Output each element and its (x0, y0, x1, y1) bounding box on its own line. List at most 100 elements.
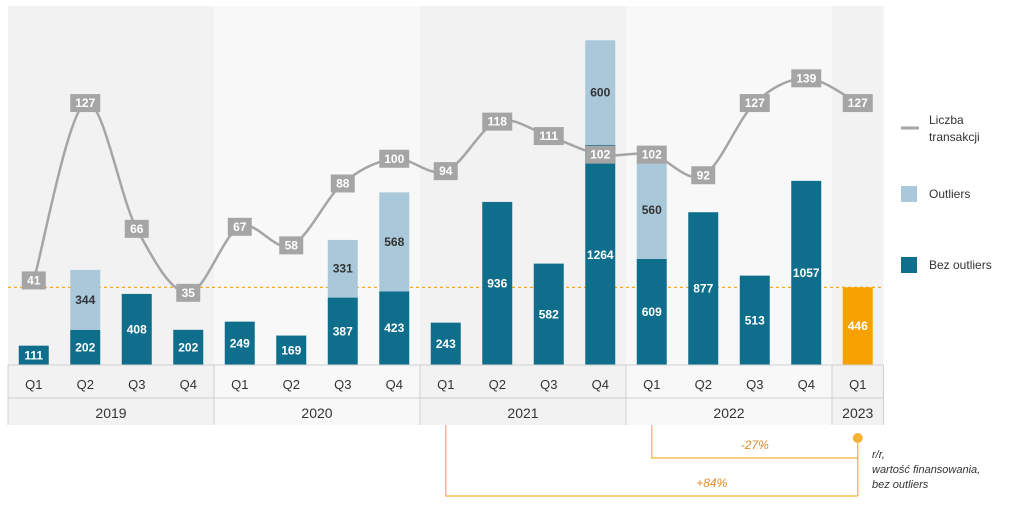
line-point-marker (124, 219, 149, 238)
line-point-label: 67 (233, 220, 247, 234)
line-point-marker (739, 94, 770, 113)
line-point-label: 127 (848, 96, 868, 110)
outlier-value-label: 344 (75, 293, 95, 307)
x-tick-label: Q1 (25, 377, 42, 392)
outlier-value-label: 568 (384, 235, 404, 249)
line-point-label: 41 (27, 273, 41, 287)
outlier-value-label: 560 (642, 203, 662, 217)
bar-bez-outliers (739, 275, 770, 365)
line-point-marker (842, 94, 873, 113)
bar-outliers (327, 239, 358, 298)
bar-bez-outliers (379, 291, 410, 365)
outlier-value-label: 331 (333, 262, 353, 276)
line-point-label: 127 (745, 96, 765, 110)
line-point-marker (791, 69, 822, 88)
bar-value-label: 423 (384, 321, 404, 335)
line-point-marker (70, 94, 101, 113)
line-point-label: 102 (590, 148, 610, 162)
x-tick-label: Q3 (746, 377, 763, 392)
bar-value-label: 1057 (793, 266, 820, 280)
line-point-label: 58 (285, 238, 299, 252)
x-tick-label: Q2 (695, 377, 712, 392)
bar-bez-outliers (636, 258, 667, 365)
bar-value-label: 936 (487, 276, 507, 290)
bars: 111 202 344 408 202 249 169 387 331 423 568 243 936 5… (18, 40, 873, 365)
bar-bez-outliers (276, 335, 307, 365)
legend-label-line: Liczba (929, 113, 964, 127)
line-point-marker (433, 162, 458, 181)
bar-value-label: 202 (75, 340, 95, 354)
x-tick-label: Q3 (334, 377, 351, 392)
annotation-note-line: bez outliers (872, 479, 929, 491)
x-tick-label: Q1 (643, 377, 660, 392)
bar-value-label: 446 (848, 319, 868, 333)
line-point-label: 88 (336, 177, 350, 191)
line-point-marker (585, 145, 616, 164)
yoy-bracket (651, 425, 858, 459)
x-axis: 2019 2020 2021 2022 2023 Q1 Q2 Q3 Q4 Q1 Q2 Q3 Q4 Q1 Q2… (7, 364, 884, 425)
annotation-dot (852, 433, 863, 443)
bar-bez-outliers (70, 329, 101, 365)
bar-value-label: 582 (539, 307, 559, 321)
bar-value-label: 249 (230, 336, 250, 350)
line-point-label: 94 (439, 164, 453, 178)
line-point-marker (636, 145, 667, 164)
bar-bez-outliers (533, 263, 564, 365)
line-point-marker (176, 283, 201, 302)
legend: Liczba transakcji Outliers Bez outliers (901, 113, 992, 273)
x-tick-label: Q4 (592, 377, 609, 392)
growth-change-label: +84% (696, 476, 727, 490)
bar-bez-outliers (327, 297, 358, 365)
x-tick-label: Q3 (128, 377, 145, 392)
bar-value-label: 609 (642, 305, 662, 319)
line-series: 41 127 66 35 67 58 88 100 94 118 111 102 102 92 127 139… (21, 69, 873, 302)
year-label: 2021 (507, 405, 538, 421)
annotations: -27% +84% r/r, wartość finansowania, bez out… (445, 425, 980, 497)
x-tick-label: Q4 (386, 377, 403, 392)
x-tick-label: Q1 (437, 377, 454, 392)
x-tick-label: Q1 (849, 377, 866, 392)
bar-bez-outliers (482, 201, 513, 365)
bar-value-label: 169 (281, 343, 301, 357)
bar-bez-outliers (173, 329, 204, 365)
line-point-marker (279, 236, 304, 255)
legend-label-outliers: Outliers (929, 187, 970, 201)
year-label: 2023 (842, 405, 873, 421)
bar-bez-outliers (18, 345, 49, 365)
bar-bez-outliers (842, 287, 873, 365)
line-point-label: 111 (539, 129, 558, 143)
line-point-marker (379, 149, 410, 168)
bar-value-label: 1264 (587, 248, 614, 262)
bar-outliers (70, 269, 101, 330)
line-point-label: 102 (642, 148, 662, 162)
line-point-marker (330, 174, 355, 193)
annotation-note-line: wartość finansowania, (872, 464, 980, 476)
x-tick-label: Q4 (180, 377, 197, 392)
outlier-value-label: 600 (590, 86, 610, 100)
x-tick-label: Q2 (489, 377, 506, 392)
bar-bez-outliers (791, 180, 822, 365)
line-point-marker (691, 166, 716, 185)
line-point-label: 35 (182, 286, 196, 300)
legend-label-bez-outliers: Bez outliers (929, 258, 992, 272)
bar-outliers (585, 40, 616, 145)
year-label: 2019 (95, 405, 126, 421)
year-label: 2020 (301, 405, 332, 421)
line-point-label: 100 (384, 152, 404, 166)
bar-value-label: 202 (178, 340, 198, 354)
line-point-label: 127 (75, 96, 95, 110)
line-point-marker (482, 112, 513, 131)
legend-swatch-outliers (901, 186, 917, 202)
year-label: 2022 (713, 405, 744, 421)
x-tick-label: Q3 (540, 377, 557, 392)
legend-swatch-bez-outliers (901, 257, 917, 273)
bar-bez-outliers (224, 321, 255, 365)
bar-value-label: 243 (436, 337, 456, 351)
line-point-label: 92 (697, 168, 711, 182)
line-point-label: 66 (130, 222, 144, 236)
bar-value-label: 387 (333, 324, 353, 338)
bar-bez-outliers (585, 144, 616, 365)
legend-label-line-2: transakcji (929, 130, 980, 144)
bar-value-label: 111 (24, 348, 43, 362)
